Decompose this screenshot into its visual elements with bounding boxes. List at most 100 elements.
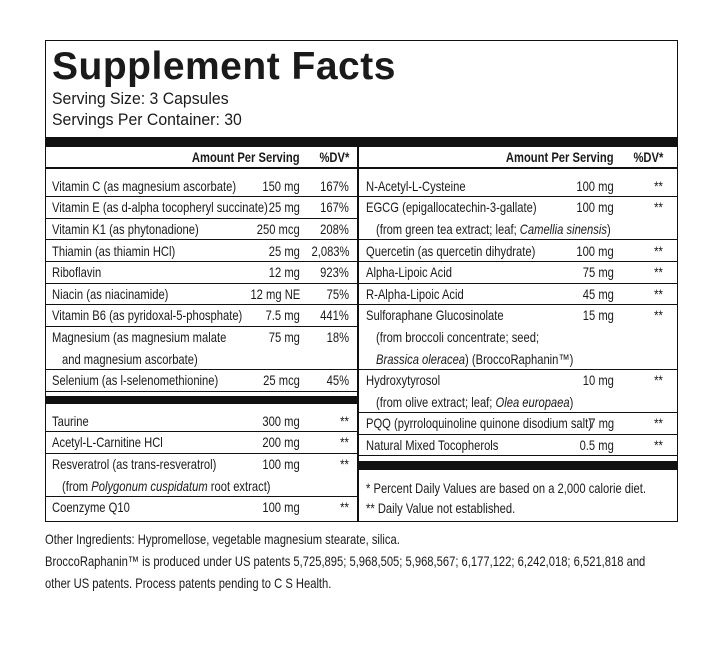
text-segment: Vitamin E (as d-alpha tocopheryl succina… xyxy=(52,199,268,216)
italic-text: Olea europaea xyxy=(495,393,570,410)
ingredient-name: Taurine xyxy=(52,413,89,429)
rule xyxy=(45,368,358,370)
daily-value: ** xyxy=(654,307,663,324)
ingredient-detail: (from olive extract; leaf; Olea europaea… xyxy=(376,394,573,410)
daily-value: ** xyxy=(340,412,349,429)
ingredient-name: Selenium (as l-selenomethionine) xyxy=(52,372,218,388)
ingredient-detail: and magnesium ascorbate) xyxy=(62,351,198,367)
note: Other Ingredients: Hypromellose, vegetab… xyxy=(45,531,400,547)
amount: 25 mg xyxy=(268,242,300,259)
daily-value: 75% xyxy=(326,285,349,302)
text-segment: Riboflavin xyxy=(52,264,102,281)
amount: 200 mg xyxy=(262,434,300,451)
rule xyxy=(358,412,678,413)
amount: 7 mg xyxy=(589,415,614,432)
amount: 0.5 mg xyxy=(579,437,614,453)
amount: 12 mg NE xyxy=(250,285,300,302)
daily-value: ** xyxy=(654,415,663,432)
italic-text: Polygonum cuspidatum xyxy=(91,477,208,494)
rule xyxy=(358,260,678,262)
note: BroccoRaphanin™ is produced under US pat… xyxy=(45,553,646,569)
text-segment: Acetyl-L-Carnitine HCl xyxy=(52,434,163,451)
ingredient-name: Vitamin C (as magnesium ascorbate) xyxy=(52,178,236,194)
rule xyxy=(45,239,358,241)
rule xyxy=(45,431,358,432)
ingredient-name: Niacin (as niacinamide) xyxy=(52,286,168,302)
ingredient-name: Natural Mixed Tocopherols xyxy=(366,437,498,453)
ingredient-name: Riboflavin xyxy=(52,264,101,280)
ingredient-name: Magnesium (as magnesium malate xyxy=(52,329,226,345)
rule xyxy=(45,282,358,284)
daily-value: 167% xyxy=(320,199,349,216)
text-segment: Vitamin K1 (as phytonadione) xyxy=(52,221,199,237)
text-segment: N-Acetyl-L-Cysteine xyxy=(366,177,466,194)
ingredient-name: Vitamin K1 (as phytonadione) xyxy=(52,221,199,237)
rule xyxy=(45,137,678,147)
rule xyxy=(45,390,358,392)
ingredient-name: Alpha-Lipoic Acid xyxy=(366,264,452,280)
amount: 75 mg xyxy=(268,329,300,345)
rule xyxy=(358,282,678,284)
amount: 7.5 mg xyxy=(265,307,300,324)
amount: 100 mg xyxy=(262,499,300,516)
column-header: %DV* xyxy=(319,149,349,165)
text-segment: Quercetin (as quercetin dihydrate) xyxy=(366,242,536,259)
daily-value: 441% xyxy=(320,307,349,324)
daily-value: 923% xyxy=(320,264,349,281)
text-segment: Resveratrol (as trans-resveratrol) xyxy=(52,456,217,472)
text-segment: (from green tea extract; leaf; xyxy=(376,221,520,237)
note: other US patents. Process patents pendin… xyxy=(45,575,332,591)
text-segment: Hydroxytyrosol xyxy=(366,372,441,389)
rule xyxy=(45,217,358,219)
ingredient-name: EGCG (epigallocatechin-3-gallate) xyxy=(366,199,537,215)
daily-value: 18% xyxy=(326,329,349,345)
amount: 25 mg xyxy=(268,199,300,216)
text-segment: (from olive extract; leaf; xyxy=(376,393,496,410)
amount: 10 mg xyxy=(582,372,614,389)
rule xyxy=(45,452,358,454)
ingredient-name: Thiamin (as thiamin HCl) xyxy=(52,243,175,259)
daily-value: ** xyxy=(340,499,349,516)
ingredient-name: Vitamin B6 (as pyridoxal-5-phosphate) xyxy=(52,307,242,323)
footnote: ** Daily Value not established. xyxy=(366,499,516,516)
daily-value: ** xyxy=(654,372,663,389)
daily-value: ** xyxy=(654,199,663,216)
rule xyxy=(45,196,358,197)
amount: 100 mg xyxy=(576,177,614,194)
ingredient-name: Hydroxytyrosol xyxy=(366,372,440,388)
ingredient-name: PQQ (pyrroloquinoline quinone disodium s… xyxy=(366,415,592,431)
amount: 75 mg xyxy=(582,264,614,281)
column-header: Amount Per Serving xyxy=(506,149,614,165)
rule xyxy=(358,368,678,370)
rule xyxy=(358,196,678,197)
amount: 300 mg xyxy=(262,412,300,429)
text-segment: root extract) xyxy=(207,477,271,494)
rule xyxy=(358,239,678,241)
text-segment: Taurine xyxy=(52,412,89,429)
ingredient-detail: (from broccoli concentrate; seed; xyxy=(376,329,539,345)
text-segment: and magnesium ascorbate) xyxy=(62,350,198,367)
title: Supplement Facts xyxy=(52,45,396,88)
ingredient-name: Sulforaphane Glucosinolate xyxy=(366,307,504,323)
ingredient-detail: (from green tea extract; leaf; Camellia … xyxy=(376,221,611,237)
amount: 150 mg xyxy=(262,177,300,194)
text-segment: Coenzyme Q10 xyxy=(52,499,130,516)
italic-text: Brassica oleracea xyxy=(376,350,466,367)
ingredient-name: Vitamin E (as d-alpha tocopheryl succina… xyxy=(52,199,268,215)
daily-value: 208% xyxy=(320,221,349,237)
daily-value: ** xyxy=(654,264,663,281)
rule xyxy=(358,167,678,169)
rule xyxy=(45,495,358,497)
amount: 250 mcg xyxy=(257,221,300,237)
rule xyxy=(358,460,678,470)
rule xyxy=(358,433,678,435)
text-segment: EGCG (epigallocatechin-3-gallate) xyxy=(366,199,537,216)
text-segment: Niacin (as niacinamide) xyxy=(52,285,169,302)
rule xyxy=(358,304,678,305)
rule xyxy=(45,396,358,404)
daily-value: ** xyxy=(654,177,663,194)
rule xyxy=(358,455,678,457)
text-segment: (from xyxy=(62,477,92,494)
daily-value: ** xyxy=(340,434,349,451)
rule xyxy=(45,304,358,305)
